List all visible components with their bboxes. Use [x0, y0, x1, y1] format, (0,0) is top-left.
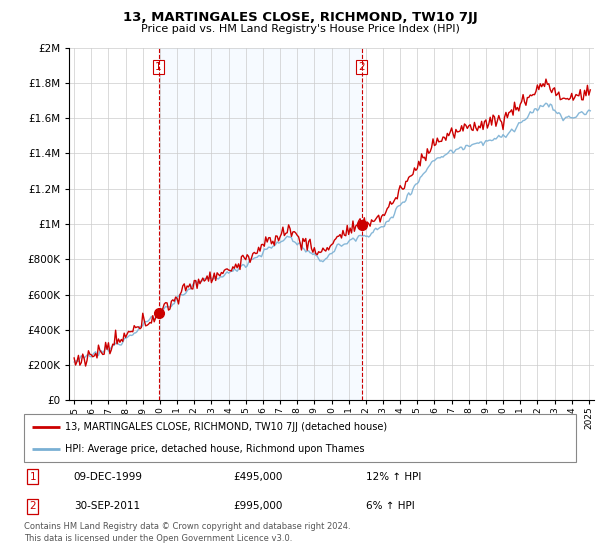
Text: 12% ↑ HPI: 12% ↑ HPI — [366, 472, 422, 482]
Text: 2: 2 — [29, 501, 36, 511]
Text: £495,000: £495,000 — [234, 472, 283, 482]
Text: £995,000: £995,000 — [234, 501, 283, 511]
Text: Price paid vs. HM Land Registry's House Price Index (HPI): Price paid vs. HM Land Registry's House … — [140, 24, 460, 34]
Text: HPI: Average price, detached house, Richmond upon Thames: HPI: Average price, detached house, Rich… — [65, 444, 365, 454]
Bar — [158, 48, 362, 400]
Text: Contains HM Land Registry data © Crown copyright and database right 2024.
This d: Contains HM Land Registry data © Crown c… — [24, 522, 350, 543]
Text: 1: 1 — [155, 62, 162, 72]
Text: 30-SEP-2011: 30-SEP-2011 — [74, 501, 140, 511]
Text: 2: 2 — [358, 62, 365, 72]
Text: 13, MARTINGALES CLOSE, RICHMOND, TW10 7JJ: 13, MARTINGALES CLOSE, RICHMOND, TW10 7J… — [122, 11, 478, 24]
FancyBboxPatch shape — [24, 414, 576, 462]
Text: 1: 1 — [29, 472, 36, 482]
Text: 09-DEC-1999: 09-DEC-1999 — [74, 472, 143, 482]
Text: 6% ↑ HPI: 6% ↑ HPI — [366, 501, 415, 511]
Text: 13, MARTINGALES CLOSE, RICHMOND, TW10 7JJ (detached house): 13, MARTINGALES CLOSE, RICHMOND, TW10 7J… — [65, 422, 388, 432]
